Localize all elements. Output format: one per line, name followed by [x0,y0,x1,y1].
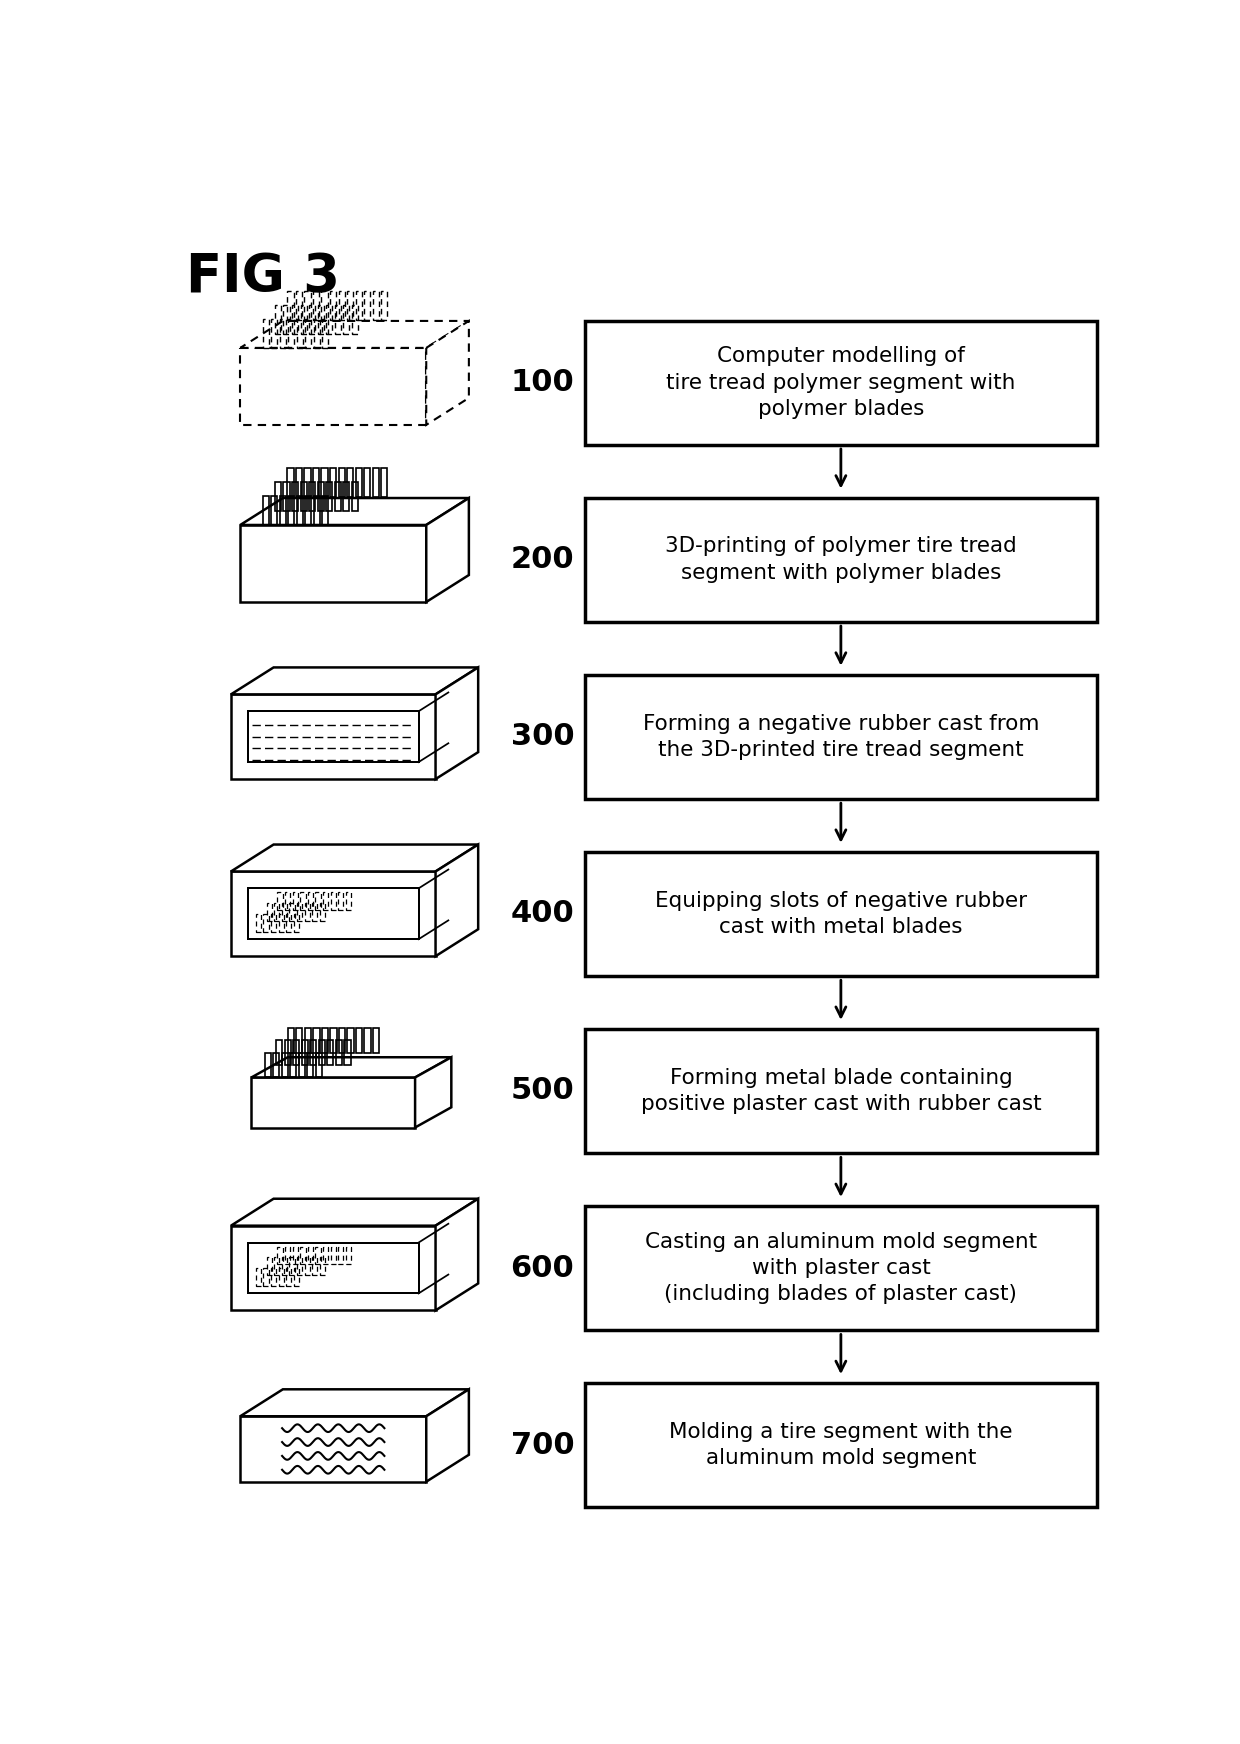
Text: 100: 100 [511,368,574,398]
Polygon shape [241,321,469,347]
Polygon shape [231,872,435,956]
Text: 500: 500 [511,1076,574,1106]
Text: 400: 400 [511,900,574,928]
Polygon shape [241,499,469,525]
Text: Forming metal blade containing
positive plaster cast with rubber cast: Forming metal blade containing positive … [641,1067,1042,1114]
Polygon shape [231,844,479,872]
Text: Computer modelling of
tire tread polymer segment with
polymer blades: Computer modelling of tire tread polymer… [666,345,1016,419]
Text: 200: 200 [511,546,574,574]
Text: 3D-printing of polymer tire tread
segment with polymer blades: 3D-printing of polymer tire tread segmen… [665,537,1017,582]
FancyBboxPatch shape [585,1029,1096,1153]
FancyBboxPatch shape [585,675,1096,799]
Polygon shape [241,1416,427,1482]
Polygon shape [241,347,427,426]
Text: FIG 3: FIG 3 [186,251,340,303]
Text: Molding a tire segment with the
aluminum mold segment: Molding a tire segment with the aluminum… [670,1421,1013,1468]
Text: Forming a negative rubber cast from
the 3D-printed tire tread segment: Forming a negative rubber cast from the … [642,713,1039,760]
Text: Casting an aluminum mold segment
with plaster cast
(including blades of plaster : Casting an aluminum mold segment with pl… [645,1231,1037,1305]
Polygon shape [252,1078,415,1128]
Polygon shape [231,694,435,780]
Polygon shape [231,668,479,694]
Text: 700: 700 [511,1430,574,1460]
Text: 300: 300 [511,722,574,752]
FancyBboxPatch shape [585,1383,1096,1507]
Polygon shape [427,321,469,426]
Polygon shape [248,888,419,940]
Polygon shape [427,499,469,602]
Polygon shape [427,1390,469,1482]
Polygon shape [435,668,479,780]
Polygon shape [252,1057,451,1078]
Polygon shape [435,844,479,956]
Polygon shape [435,1198,479,1310]
Text: 600: 600 [511,1254,574,1282]
Polygon shape [241,525,427,602]
FancyBboxPatch shape [585,497,1096,621]
Polygon shape [231,1198,479,1226]
FancyBboxPatch shape [585,1207,1096,1331]
Polygon shape [415,1057,451,1128]
FancyBboxPatch shape [585,851,1096,977]
Polygon shape [248,712,419,762]
Polygon shape [248,1243,419,1294]
FancyBboxPatch shape [585,321,1096,445]
Polygon shape [231,1226,435,1310]
Text: Equipping slots of negative rubber
cast with metal blades: Equipping slots of negative rubber cast … [655,891,1027,937]
Polygon shape [241,1390,469,1416]
